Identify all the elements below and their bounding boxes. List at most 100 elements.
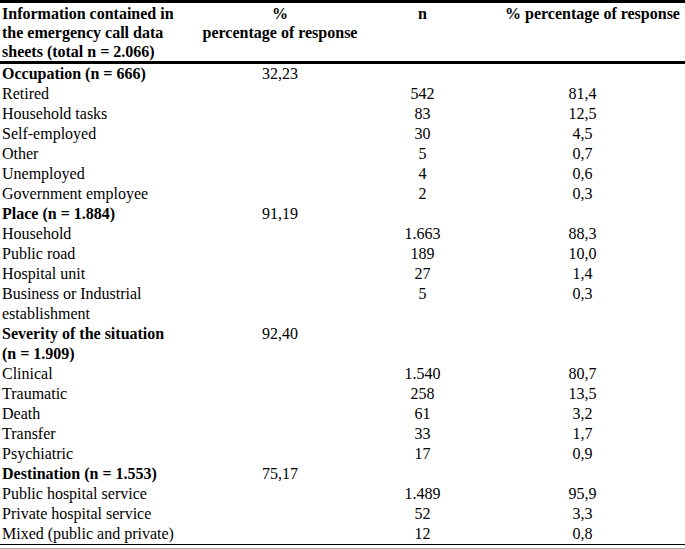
n-cell: 189 — [380, 244, 465, 264]
pct-response-cell — [180, 124, 380, 144]
row-label-cell: Household tasks — [0, 104, 180, 124]
section-row: Place (n = 1.884)91,19 — [0, 204, 685, 224]
pct-response-cell — [180, 404, 380, 424]
pct-response-cell — [180, 284, 380, 324]
section-row: Severity of the situation (n = 1.909)92,… — [0, 324, 685, 364]
n-cell: 52 — [380, 504, 465, 524]
pct-cell: 4,5 — [465, 124, 685, 144]
row-label-cell: Public hospital service — [0, 484, 180, 504]
pct-cell: 0,6 — [465, 164, 685, 184]
table-row: Transfer 331,7 — [0, 424, 685, 444]
pct-cell — [465, 464, 685, 484]
n-cell: 27 — [380, 264, 465, 284]
pct-cell: 95,9 — [465, 484, 685, 504]
pct-response-cell — [180, 164, 380, 184]
pct-cell: 1,7 — [465, 424, 685, 444]
row-label-cell: Self-employed — [0, 124, 180, 144]
section-row: Occupation (n = 666)32,23 — [0, 63, 685, 85]
row-label-cell: Severity of the situation (n = 1.909) — [0, 324, 180, 364]
header-n: n — [380, 2, 465, 63]
table-row: Traumatic25813,5 — [0, 384, 685, 404]
pct-response-cell — [180, 484, 380, 504]
n-cell: 12 — [380, 524, 465, 545]
n-cell: 4 — [380, 164, 465, 184]
n-cell — [380, 464, 465, 484]
table-row: Clinical 1.54080,7 — [0, 364, 685, 384]
table-row: Unemployed 40,6 — [0, 164, 685, 184]
n-cell: 30 — [380, 124, 465, 144]
row-label-cell: Traumatic — [0, 384, 180, 404]
table-header-row: Information contained in the emergency c… — [0, 2, 685, 63]
row-label-cell: Retired — [0, 84, 180, 104]
n-cell — [380, 63, 465, 85]
pct-response-cell — [180, 244, 380, 264]
n-cell — [380, 324, 465, 364]
header-pct-response: % percentage of response — [180, 2, 380, 63]
pct-response-cell — [180, 84, 380, 104]
pct-response-cell — [180, 184, 380, 204]
row-label-cell: Private hospital service — [0, 504, 180, 524]
pct-cell: 0,8 — [465, 524, 685, 545]
row-label-cell: Unemployed — [0, 164, 180, 184]
pct-response-cell — [180, 444, 380, 464]
pct-response-cell — [180, 264, 380, 284]
row-label-cell: Transfer — [0, 424, 180, 444]
table-row: Business or Industrial establishment 50,3 — [0, 284, 685, 324]
n-cell: 5 — [380, 144, 465, 164]
pct-cell: 0,7 — [465, 144, 685, 164]
pct-cell — [465, 324, 685, 364]
pct-cell: 12,5 — [465, 104, 685, 124]
row-label-cell: Business or Industrial establishment — [0, 284, 180, 324]
table-row: Government employee 20,3 — [0, 184, 685, 204]
row-label-cell: Psychiatric — [0, 444, 180, 464]
n-cell: 33 — [380, 424, 465, 444]
pct-cell: 0,3 — [465, 184, 685, 204]
row-label-cell: Government employee — [0, 184, 180, 204]
pct-response-cell: 92,40 — [180, 324, 380, 364]
pct-cell: 3,3 — [465, 504, 685, 524]
row-label-cell: Place (n = 1.884) — [0, 204, 180, 224]
pct-cell: 0,3 — [465, 284, 685, 324]
pct-response-cell — [180, 104, 380, 124]
row-label-cell: Clinical — [0, 364, 180, 384]
row-label-cell: Household — [0, 224, 180, 244]
pct-cell: 81,4 — [465, 84, 685, 104]
pct-response-cell: 91,19 — [180, 204, 380, 224]
pct-cell: 3,2 — [465, 404, 685, 424]
n-cell: 2 — [380, 184, 465, 204]
n-cell: 83 — [380, 104, 465, 124]
pct-response-cell — [180, 524, 380, 545]
table-header: Information contained in the emergency c… — [0, 2, 685, 63]
pct-response-cell — [180, 384, 380, 404]
table-row: Retired 54281,4 — [0, 84, 685, 104]
pct-cell — [465, 204, 685, 224]
pct-cell: 1,4 — [465, 264, 685, 284]
row-label-cell: Public road — [0, 244, 180, 264]
n-cell: 5 — [380, 284, 465, 324]
pct-cell — [465, 63, 685, 85]
n-cell — [380, 204, 465, 224]
header-pct-response-2: % percentage of response — [465, 2, 685, 63]
row-label-cell: Mixed (public and private) — [0, 524, 180, 545]
row-label-cell: Occupation (n = 666) — [0, 63, 180, 85]
n-cell: 542 — [380, 84, 465, 104]
n-cell: 1.540 — [380, 364, 465, 384]
row-label-cell: Death — [0, 404, 180, 424]
n-cell: 17 — [380, 444, 465, 464]
pct-cell: 10,0 — [465, 244, 685, 264]
pct-cell: 80,7 — [465, 364, 685, 384]
n-cell: 61 — [380, 404, 465, 424]
section-row: Destination (n = 1.553)75,17 — [0, 464, 685, 484]
pct-response-cell — [180, 504, 380, 524]
table-row: Private hospital service 523,3 — [0, 504, 685, 524]
table-row: Household1.66388,3 — [0, 224, 685, 244]
table-row: Death 613,2 — [0, 404, 685, 424]
pct-response-cell: 75,17 — [180, 464, 380, 484]
n-cell: 258 — [380, 384, 465, 404]
table-row: Self-employed 304,5 — [0, 124, 685, 144]
table-row: Mixed (public and private) 120,8 — [0, 524, 685, 545]
row-label-cell: Hospital unit — [0, 264, 180, 284]
table-row: Other50,7 — [0, 144, 685, 164]
n-cell: 1.663 — [380, 224, 465, 244]
n-cell: 1.489 — [380, 484, 465, 504]
